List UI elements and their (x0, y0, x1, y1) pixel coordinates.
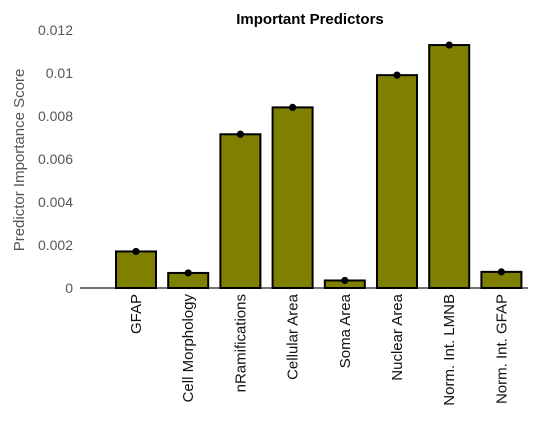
y-tick-label: 0.002 (38, 237, 73, 253)
y-tick-label: 0 (65, 280, 73, 296)
x-tick-label: Cell Morphology (180, 294, 197, 403)
bar-point (289, 103, 297, 111)
y-tick-label: 0.012 (38, 22, 73, 38)
x-tick-label: Nuclear Area (389, 293, 406, 380)
bar-point (445, 41, 453, 49)
x-tick-label: GFAP (128, 294, 145, 334)
bar (219, 133, 262, 289)
chart-title: Important Predictors (236, 11, 384, 28)
bar-point (132, 247, 140, 256)
y-axis-label: Predictor Importance Score (11, 69, 28, 252)
bar-point (393, 71, 401, 79)
x-tick-label: nRamifications (232, 294, 249, 392)
y-axis-ticks: 0 0.002 0.004 0.006 0.008 0.01 0.012 (38, 22, 73, 296)
bar-point (497, 268, 505, 276)
x-tick-label: Norm. Int. LMNB (441, 294, 458, 406)
x-tick-label: Cellular Area (285, 293, 302, 380)
y-tick-label: 0.006 (38, 151, 73, 167)
bar-point (236, 130, 244, 138)
x-tick-label: Soma Area (337, 293, 354, 368)
bar (115, 250, 157, 289)
bar-point (184, 269, 192, 277)
y-tick-label: 0.01 (46, 65, 73, 81)
x-tick-label: Norm. Int. GFAP (493, 294, 510, 404)
bar-point (341, 276, 349, 285)
bar (428, 44, 471, 289)
y-tick-label: 0.004 (38, 194, 73, 210)
x-axis-ticks: GFAP Cell Morphology nRamifications Cellula… (128, 293, 510, 405)
bar (376, 74, 418, 290)
bars-group (115, 41, 523, 290)
bar (271, 106, 314, 290)
y-tick-label: 0.008 (38, 108, 73, 124)
